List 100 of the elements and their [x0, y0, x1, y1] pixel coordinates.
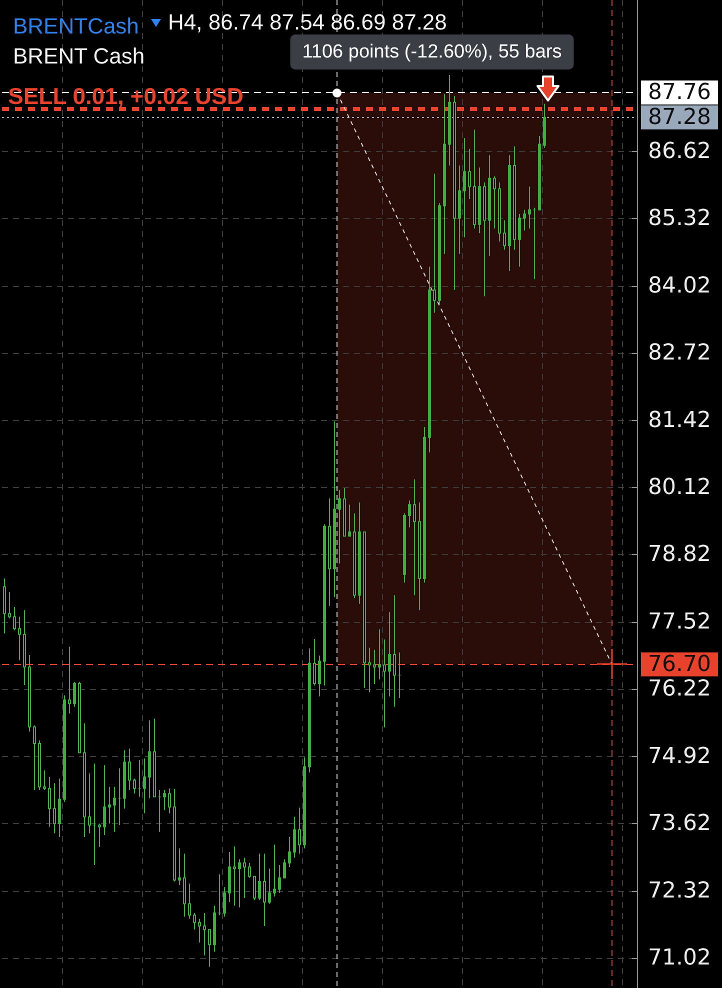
candlestick	[313, 638, 316, 686]
candlestick	[278, 864, 281, 894]
candlestick	[178, 848, 181, 886]
candlestick	[213, 905, 216, 952]
candlestick	[263, 853, 266, 926]
candlestick	[353, 512, 356, 599]
candlestick	[98, 823, 101, 848]
candlestick	[243, 857, 246, 899]
candlestick	[143, 758, 146, 814]
candlestick	[68, 646, 71, 714]
candlestick	[383, 639, 386, 728]
candlestick	[348, 504, 351, 537]
candlestick	[258, 853, 261, 901]
candlestick	[103, 764, 106, 836]
candlestick	[108, 786, 111, 824]
y-tick-label: 82.72	[648, 340, 711, 366]
candlestick	[208, 929, 211, 968]
candlestick	[453, 96, 456, 291]
y-tick-label: 71.02	[648, 946, 711, 971]
candlestick	[88, 772, 91, 834]
candlestick	[343, 488, 346, 537]
candlestick	[373, 649, 376, 684]
candlestick	[228, 852, 231, 903]
candlestick	[253, 876, 256, 901]
candlestick	[78, 681, 81, 754]
y-tick-label: 86.62	[648, 138, 711, 164]
candlestick	[123, 750, 126, 810]
y-tick-label: 73.62	[648, 811, 711, 836]
candlestick	[473, 129, 476, 230]
candlestick	[248, 862, 251, 878]
candlestick	[48, 776, 51, 828]
candlestick	[358, 502, 361, 604]
candlestick	[493, 176, 496, 230]
candlestick	[438, 202, 441, 306]
candlestick	[433, 173, 436, 314]
candlestick	[273, 844, 276, 897]
candlestick	[183, 853, 186, 918]
candlestick	[283, 858, 286, 878]
candlestick	[483, 182, 486, 297]
candlestick	[73, 681, 76, 708]
candlestick	[18, 616, 21, 661]
y-tick-label: 84.02	[648, 273, 711, 298]
candlestick	[363, 532, 366, 689]
candlestick	[268, 868, 271, 904]
candlestick	[3, 578, 6, 634]
candlestick	[93, 763, 96, 866]
candlestick	[388, 612, 391, 697]
candlestick	[463, 138, 466, 238]
y-tick-label: 77.52	[648, 609, 711, 634]
candlestick	[138, 760, 141, 798]
candlestick	[513, 146, 516, 250]
candlestick	[443, 94, 446, 254]
candlestick	[23, 610, 26, 686]
candlestick	[168, 788, 171, 814]
text: BRENTCash	[13, 14, 139, 38]
candlestick	[333, 420, 336, 598]
candlestick	[298, 807, 301, 854]
candlestick	[503, 220, 506, 250]
candlestick	[318, 655, 321, 697]
candlestick	[523, 209, 526, 232]
candlestick	[393, 594, 396, 708]
y-tick-label: 74.92	[648, 744, 711, 769]
candlestick	[133, 778, 136, 794]
candlestick	[448, 74, 451, 166]
candlestick	[8, 591, 11, 619]
candlestick	[418, 502, 421, 611]
candlestick	[428, 266, 431, 453]
candlestick	[53, 782, 56, 834]
candlestick	[158, 789, 161, 832]
y-tick-label: 80.12	[648, 475, 711, 500]
candlestick	[113, 786, 116, 832]
candlestick	[218, 874, 221, 916]
candlestick	[193, 912, 196, 930]
candlestick	[233, 846, 236, 906]
candlestick	[423, 426, 426, 584]
candlestick	[238, 858, 241, 908]
ref-line-label: 87.76	[648, 80, 711, 106]
candlestick	[288, 836, 291, 868]
candlestick	[303, 756, 306, 849]
candlestick	[538, 135, 541, 210]
candlestick	[518, 214, 521, 268]
candlestick	[13, 606, 16, 631]
candlestick	[458, 164, 461, 254]
ref-line-label: 76.70	[648, 652, 711, 677]
candlestick	[308, 648, 311, 773]
candlestick	[323, 524, 326, 686]
candlestick	[58, 778, 61, 838]
candlestick	[413, 478, 416, 596]
candlestick	[173, 788, 176, 882]
candlestick	[153, 718, 156, 798]
candlestick	[508, 154, 511, 272]
candlestick	[408, 500, 411, 528]
candlestick	[368, 647, 371, 693]
ref-line-label: 87.28	[648, 104, 711, 130]
candlestick	[378, 628, 381, 680]
candlestick	[488, 154, 491, 256]
candlestick	[203, 912, 206, 956]
candlestick	[33, 724, 36, 790]
candlestick	[128, 748, 131, 790]
annotation: 1106 points (-12.60%), 55 bars	[302, 42, 562, 62]
